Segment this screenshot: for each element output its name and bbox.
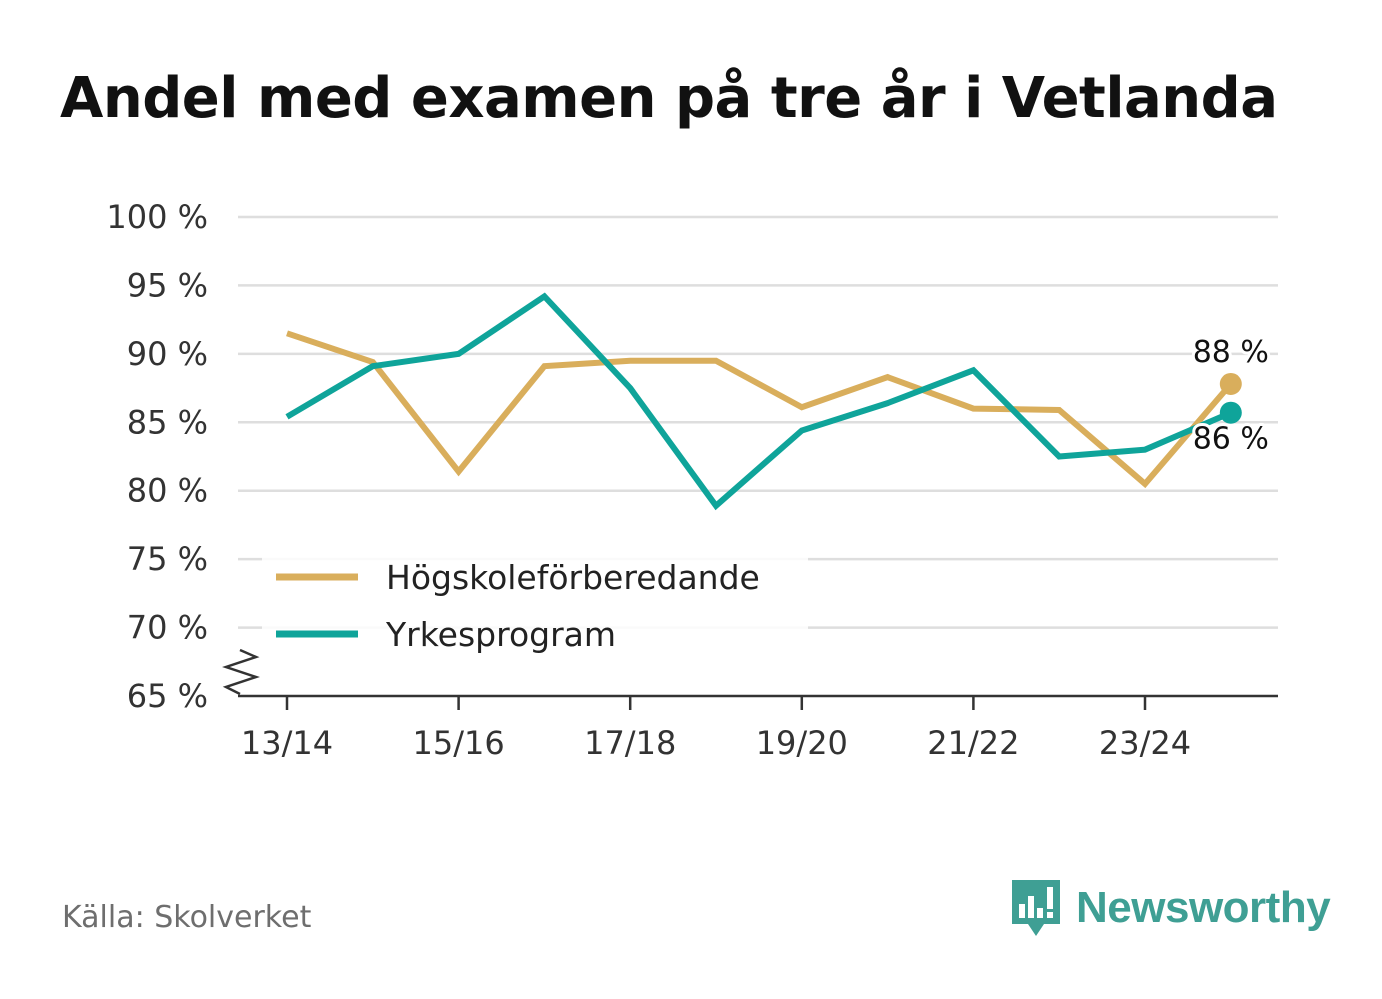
legend-label: Högskoleförberedande — [386, 558, 760, 597]
brand-name: Newsworthy — [1076, 883, 1331, 932]
y-tick-label: 75 % — [127, 540, 208, 578]
y-axis-ticks: 65 % 70 % 75 % 80 % 85 % 90 % 95 % 100 % — [106, 198, 208, 715]
y-tick-label: 65 % — [127, 677, 208, 715]
series-group — [285, 292, 1242, 511]
end-value-label: 86 % — [1193, 422, 1269, 457]
chart-title: Andel med examen på tre år i Vetlanda — [60, 66, 1278, 131]
end-labels: 88 % 86 % — [1190, 332, 1272, 460]
newsworthy-logo-icon — [1012, 880, 1060, 936]
x-tick-label: 23/24 — [1099, 724, 1191, 762]
x-tick-label: 15/16 — [412, 724, 504, 762]
y-tick-label: 80 % — [127, 472, 208, 510]
end-value-label: 88 % — [1193, 335, 1269, 370]
axis-break-marker — [222, 648, 260, 696]
end-point-marker — [1219, 401, 1242, 424]
source-note: Källa: Skolverket — [62, 900, 312, 935]
x-axis — [222, 648, 1278, 698]
line-chart: 65 %70 %75 %80 %85 %90 %95 %100 % 13/14 1… — [106, 198, 1278, 762]
x-axis-ticks: 13/14 15/16 17/18 19/20 21/22 23/24 — [241, 696, 1191, 762]
y-tick-label: 70 % — [127, 609, 208, 647]
x-tick-label: 17/18 — [584, 724, 676, 762]
x-tick-label: 19/20 — [756, 724, 848, 762]
y-tick-label: 100 % — [106, 198, 208, 236]
x-tick-label: 13/14 — [241, 724, 333, 762]
series-line-yrkesprogram — [285, 292, 1232, 511]
brand-logo: Newsworthy — [1010, 878, 1331, 938]
legend-label: Yrkesprogram — [385, 615, 616, 654]
y-tick-label: 95 % — [127, 266, 208, 304]
x-tick-label: 21/22 — [927, 724, 1019, 762]
y-tick-label: 90 % — [127, 335, 208, 373]
end-point-marker — [1219, 372, 1242, 395]
series-line-hogskoleforberedande — [286, 330, 1234, 489]
y-tick-label: 85 % — [127, 403, 208, 441]
legend: Högskoleförberedande Yrkesprogram — [262, 548, 808, 672]
legend-background — [262, 548, 808, 672]
